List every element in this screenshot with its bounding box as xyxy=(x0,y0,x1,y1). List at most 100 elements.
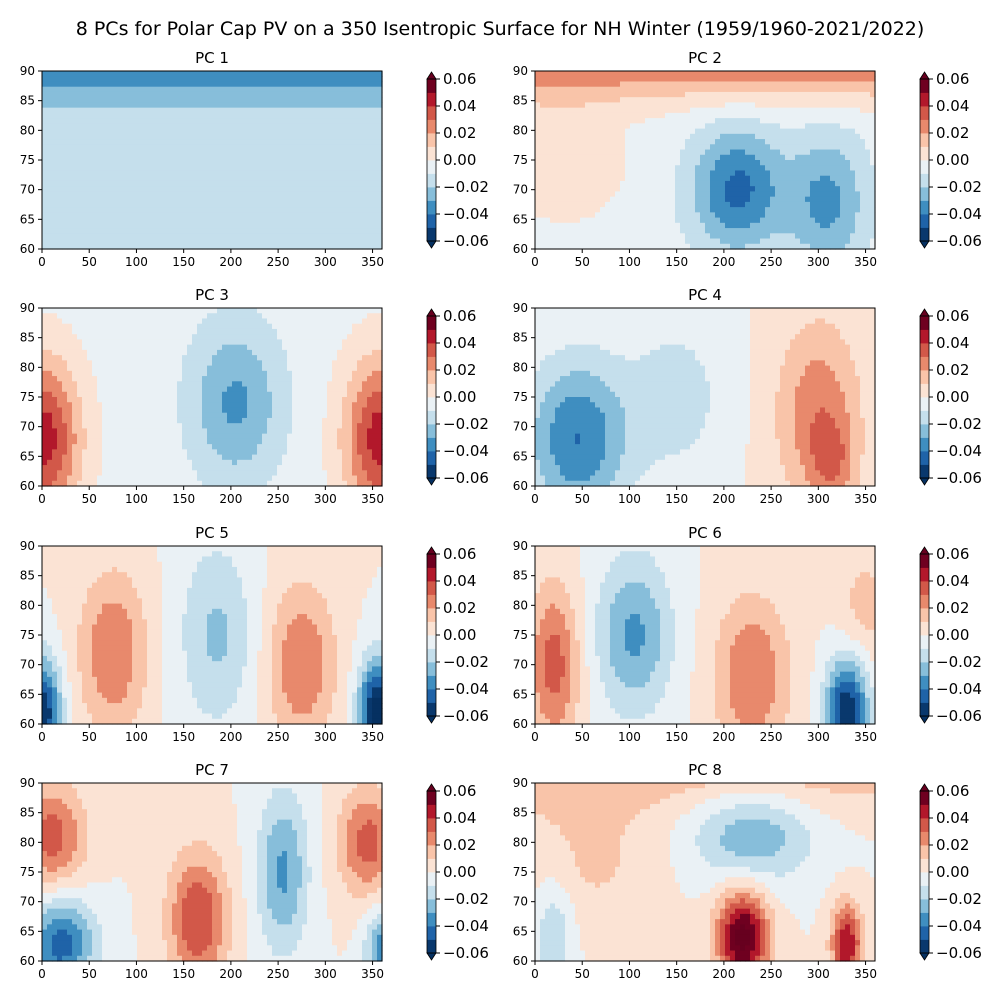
heatmap-cell xyxy=(67,397,73,403)
heatmap-cell xyxy=(102,144,108,151)
heatmap-cell xyxy=(217,123,223,130)
heatmap-cell xyxy=(585,76,591,83)
heatmap-cell xyxy=(605,71,611,77)
heatmap-cell xyxy=(312,228,318,234)
heatmap-cell xyxy=(67,233,73,240)
heatmap-cell xyxy=(795,149,801,156)
heatmap-cell xyxy=(72,397,78,403)
heatmap-cell xyxy=(625,107,631,114)
heatmap-cell xyxy=(62,71,68,77)
heatmap-cell xyxy=(57,349,63,356)
heatmap-cell xyxy=(750,170,756,177)
heatmap-cell xyxy=(97,86,103,93)
heatmap-cell xyxy=(42,243,48,250)
heatmap-cell xyxy=(800,170,806,177)
heatmap-cell xyxy=(82,212,88,219)
heatmap-cell xyxy=(760,102,766,109)
heatmap-cell xyxy=(850,233,856,240)
heatmap-cell xyxy=(97,139,103,145)
heatmap-cell xyxy=(615,165,621,172)
heatmap-cell xyxy=(730,201,736,208)
heatmap-cell xyxy=(760,112,766,119)
heatmap-cell xyxy=(347,196,353,203)
heatmap-cell xyxy=(42,355,48,361)
heatmap-cell xyxy=(182,238,188,245)
heatmap-cell xyxy=(560,128,566,135)
heatmap-cell xyxy=(750,191,756,198)
heatmap-cell xyxy=(770,170,776,177)
heatmap-cell xyxy=(362,191,368,198)
heatmap-cell xyxy=(127,86,133,93)
heatmap-cell xyxy=(267,191,273,198)
heatmap-cell xyxy=(740,154,746,161)
heatmap-cell xyxy=(620,175,626,182)
heatmap-cell xyxy=(715,76,721,83)
heatmap-cell xyxy=(640,91,646,98)
heatmap-cell xyxy=(700,217,706,224)
heatmap-cell xyxy=(545,107,551,114)
heatmap-cell xyxy=(127,128,133,135)
heatmap-cell xyxy=(137,149,143,156)
heatmap-cell xyxy=(292,118,298,124)
heatmap-cell xyxy=(840,128,846,135)
heatmap-cell xyxy=(272,102,278,109)
heatmap-cell xyxy=(147,97,153,104)
heatmap-cell xyxy=(760,228,766,234)
colorbar-segment xyxy=(427,106,436,120)
heatmap-cell xyxy=(52,381,58,388)
heatmap-cell xyxy=(595,243,601,250)
heatmap-cell xyxy=(565,149,571,156)
heatmap-cell xyxy=(830,91,836,98)
heatmap-cell xyxy=(745,139,751,145)
heatmap-cell xyxy=(540,196,546,203)
heatmap-cell xyxy=(327,233,333,240)
heatmap-cell xyxy=(42,207,48,213)
heatmap-cell xyxy=(207,207,213,213)
heatmap-cell xyxy=(257,180,263,187)
heatmap-cell xyxy=(212,196,218,203)
heatmap-cell xyxy=(297,102,303,109)
heatmap-cell xyxy=(337,233,343,240)
heatmap-cell xyxy=(222,154,228,161)
heatmap-cell xyxy=(372,76,378,83)
heatmap-cell xyxy=(282,91,288,98)
colorbar-segment xyxy=(920,133,929,147)
heatmap-cell xyxy=(865,160,871,166)
heatmap-cell xyxy=(695,160,701,166)
heatmap-cell xyxy=(675,102,681,109)
heatmap-cell xyxy=(700,81,706,88)
heatmap-cell xyxy=(575,165,581,172)
heatmap-cell xyxy=(740,118,746,124)
heatmap-cell xyxy=(600,76,606,83)
heatmap-cell xyxy=(347,81,353,88)
heatmap-cell xyxy=(122,107,128,114)
heatmap-cell xyxy=(62,391,68,398)
heatmap-cell xyxy=(117,222,123,229)
heatmap-cell xyxy=(207,170,213,177)
heatmap-cell xyxy=(755,175,761,182)
heatmap-cell xyxy=(227,81,233,88)
heatmap-cell xyxy=(57,428,63,435)
heatmap-cell xyxy=(307,201,313,208)
heatmap-cell xyxy=(112,207,118,213)
heatmap-cell xyxy=(312,102,318,109)
heatmap-cell xyxy=(162,186,168,193)
heatmap-cell xyxy=(555,144,561,151)
heatmap-cell xyxy=(337,118,343,124)
heatmap-cell xyxy=(640,102,646,109)
heatmap-cell xyxy=(535,165,541,172)
heatmap-cell xyxy=(327,91,333,98)
heatmap-cell xyxy=(207,144,213,151)
heatmap-cell xyxy=(192,170,198,177)
heatmap-cell xyxy=(92,112,98,119)
heatmap-cell xyxy=(277,76,283,83)
heatmap-cell xyxy=(855,217,861,224)
heatmap-cell xyxy=(785,76,791,83)
heatmap-cell xyxy=(760,144,766,151)
heatmap-cell xyxy=(705,160,711,166)
heatmap-cell xyxy=(800,107,806,114)
heatmap-cell xyxy=(42,459,48,466)
heatmap-cell xyxy=(282,149,288,156)
heatmap-cell xyxy=(57,102,63,109)
heatmap-cell xyxy=(720,186,726,193)
